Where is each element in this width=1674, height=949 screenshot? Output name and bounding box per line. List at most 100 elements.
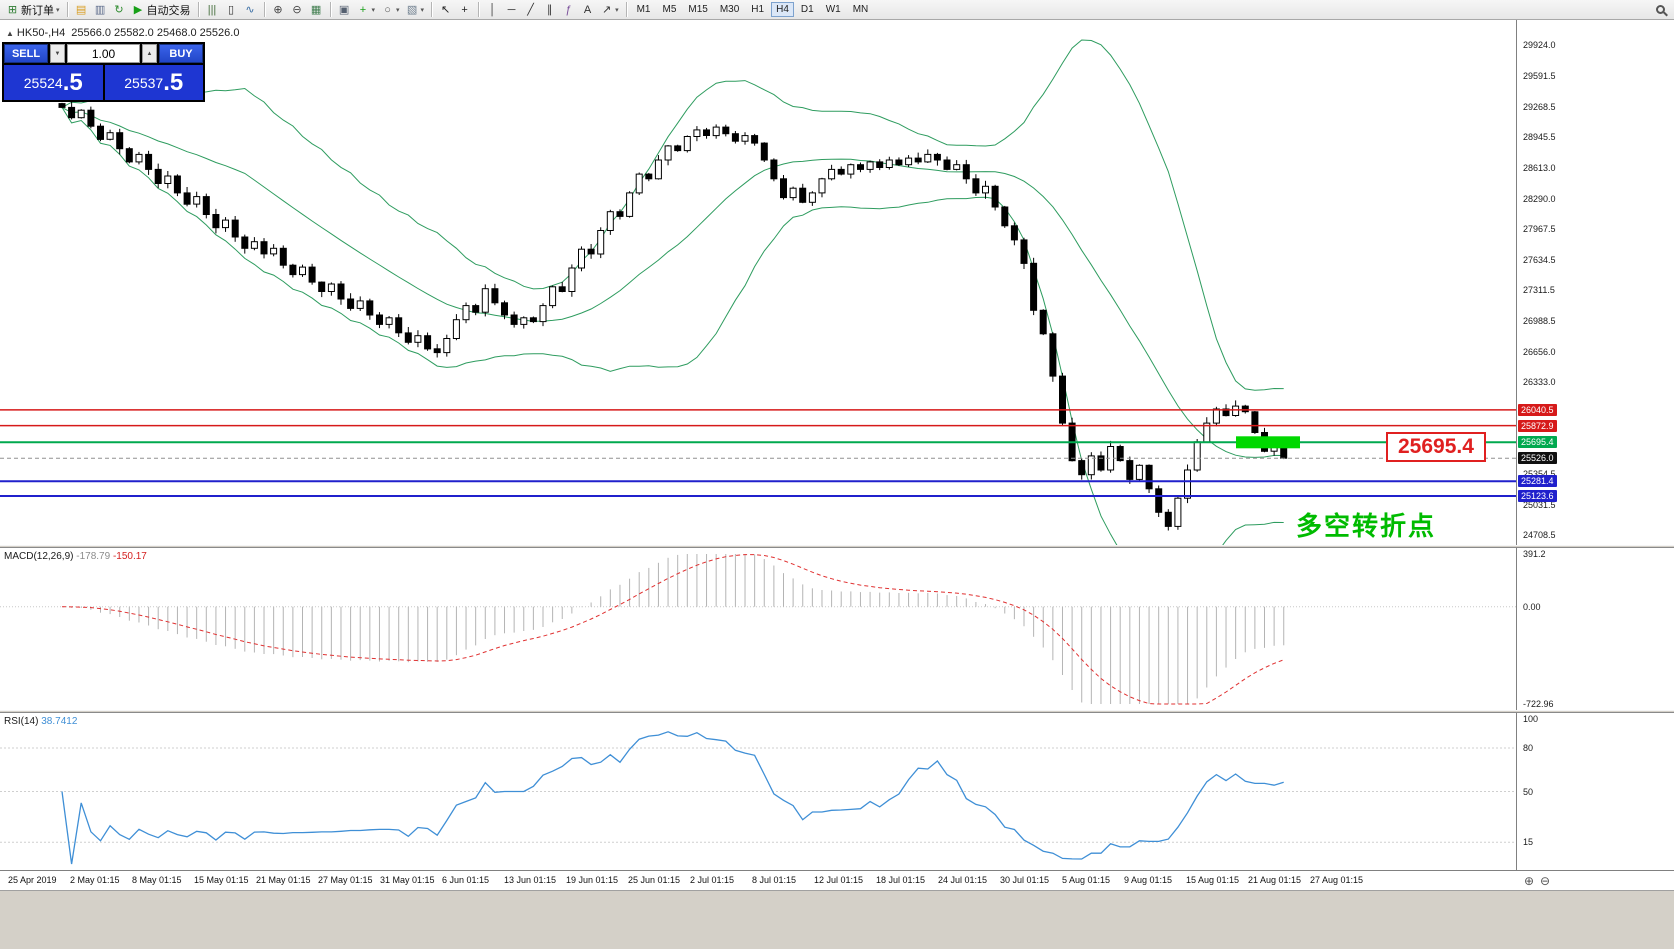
timeframe-m1-button[interactable]: M1 (636, 4, 651, 15)
bar-chart-icon: ||| (207, 3, 217, 16)
ask-price[interactable]: 25537.5 (104, 65, 203, 100)
volume-input[interactable] (67, 44, 140, 63)
zoom-in-icon[interactable]: ⊕ (269, 1, 288, 19)
crosshair-icon[interactable]: + (455, 1, 474, 19)
candle (693, 129, 701, 138)
panel-splitter[interactable] (0, 710, 1674, 713)
timeframe-m30-button[interactable]: M30 (719, 4, 740, 15)
candlestick-chart[interactable] (0, 20, 1516, 545)
dropdown-arrow-icon[interactable]: ▾ (615, 6, 619, 14)
macd-panel[interactable]: MACD(12,26,9) -178.79 -150.17 (0, 548, 1516, 710)
buy-button[interactable]: BUY (159, 44, 203, 63)
templates-icon[interactable]: ▧ ▾ (403, 1, 428, 19)
date-label: 6 Jun 01:15 (442, 875, 490, 885)
date-label: 19 Jun 01:15 (566, 875, 619, 885)
candle (193, 196, 201, 205)
macd-signal-value: -150.17 (112, 551, 147, 562)
time-axis[interactable]: ⊕ ⊖ 25 Apr 2019 2 May 01:15 8 May 01:15 15 … (0, 870, 1674, 890)
candle (1001, 206, 1009, 227)
vertical-line-icon[interactable]: │ (483, 1, 502, 19)
chart-window[interactable]: ▲ HK50-,H4 25566.0 25582.0 25468.0 25526.0… (0, 20, 1516, 545)
horizontal-line-icon[interactable]: ─ (502, 1, 521, 19)
candle (1174, 497, 1182, 527)
bollinger-upper-band (61, 39, 1284, 391)
toolbar-right (1656, 5, 1671, 14)
search-icon[interactable] (1656, 5, 1665, 14)
candle (135, 153, 143, 163)
favorites-icon[interactable]: ▤ (72, 1, 91, 19)
symbol-ohlc: 25566.0 25582.0 25468.0 25526.0 (71, 27, 240, 39)
new-order-button[interactable]: ⊞ 新订单 ▾ (3, 1, 63, 19)
price-axis-badge: 26040.5 (1518, 404, 1557, 416)
dropdown-arrow-icon[interactable]: ▾ (371, 6, 376, 14)
timeframe-d1-button[interactable]: D1 (800, 4, 814, 15)
rsi-value: 38.7412 (41, 716, 78, 727)
toolbar-separator (263, 2, 265, 17)
timeframe-h4-button[interactable]: H4 (771, 2, 794, 17)
candle (741, 135, 749, 142)
timeframe-m15-button[interactable]: M15 (688, 4, 708, 15)
candle (1049, 333, 1057, 377)
volume-increase-button[interactable]: ▲ (142, 44, 157, 63)
channel-icon[interactable]: ∥ (540, 1, 559, 19)
candle (222, 219, 229, 229)
candle (731, 133, 739, 142)
cursor-icon[interactable]: ↖ (436, 1, 455, 19)
candle (231, 219, 239, 238)
date-label: 25 Apr 2019 (8, 875, 57, 885)
candle (202, 196, 210, 216)
support-zone-rect[interactable] (1236, 436, 1300, 449)
volume-decrease-button[interactable]: ▼ (50, 44, 65, 63)
candle (905, 157, 913, 166)
candle (703, 129, 710, 137)
candle (837, 168, 845, 175)
dropdown-arrow-icon[interactable]: ▾ (396, 6, 400, 14)
macd-label: MACD(12,26,9) -178.79 -150.17 (4, 551, 147, 562)
candle (472, 305, 480, 313)
price-axis-label: 28613.0 (1523, 163, 1556, 173)
candle (154, 168, 162, 184)
candle (857, 164, 864, 170)
candle (366, 300, 374, 316)
autotrade-button[interactable]: ▶ 自动交易 (129, 1, 194, 19)
timeframe-h1-button[interactable]: H1 (751, 4, 765, 15)
bid-price[interactable]: 25524.5 (4, 65, 103, 100)
dropdown-arrow-icon[interactable]: ▾ (56, 6, 60, 14)
timeframe-mn-button[interactable]: MN (852, 4, 869, 15)
timeframe-w1-button[interactable]: W1 (825, 4, 841, 15)
grid-icon[interactable]: ▦ (307, 1, 326, 19)
price-callout[interactable]: 25695.4 (1386, 432, 1486, 462)
bid-big: .5 (62, 68, 83, 96)
periods-icon[interactable]: ○ ▾ (378, 1, 403, 19)
refresh-icon[interactable]: ↻ (110, 1, 129, 19)
text-tool-icon[interactable]: A (578, 1, 597, 19)
price-axis[interactable]: 29924.0 29591.5 29268.5 28945.5 28613.0 28290… (1516, 20, 1674, 870)
zoom-out-icon[interactable]: ⊖ (288, 1, 307, 19)
candle (1193, 441, 1201, 471)
candle (1155, 488, 1163, 513)
date-label: 25 Jun 01:15 (628, 875, 681, 885)
candlestick-chart-icon[interactable]: ▯ (222, 1, 241, 19)
charts-window-icon[interactable]: ▥ (91, 1, 110, 19)
horizontal-line-icon: ─ (507, 3, 516, 16)
bar-chart-icon[interactable]: ||| (203, 1, 222, 19)
trendline-icon[interactable]: ╱ (521, 1, 540, 19)
turning-point-label[interactable]: 多空转折点 (1296, 511, 1437, 541)
rsi-panel[interactable]: RSI(14) 38.7412 (0, 713, 1516, 870)
dropdown-arrow-icon[interactable]: ▾ (420, 6, 425, 14)
fibonacci-icon[interactable]: ƒ (559, 1, 578, 19)
line-chart-icon[interactable]: ∿ (241, 1, 260, 19)
timeframe-m5-button[interactable]: M5 (662, 4, 677, 15)
corner-zoom-in-icon[interactable]: ⊕ (1524, 874, 1535, 888)
sell-button[interactable]: SELL (4, 44, 48, 63)
bollinger-lower-band (61, 107, 1284, 545)
corner-zoom-out-icon[interactable]: ⊖ (1540, 874, 1551, 888)
candle (529, 317, 537, 323)
date-label: 8 Jul 01:15 (752, 875, 797, 885)
tile-windows-icon[interactable]: ▣ (335, 1, 354, 19)
indicators-icon[interactable]: + ▾ (354, 1, 379, 19)
text-tool-icon: A (583, 3, 592, 16)
arrows-tool-icon[interactable]: ↗ ▾ (597, 1, 622, 19)
candle (722, 126, 730, 135)
panel-splitter[interactable] (0, 545, 1674, 548)
